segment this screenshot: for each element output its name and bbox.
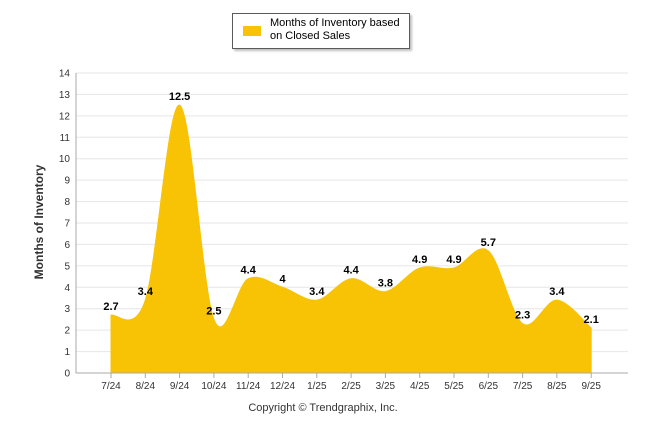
x-tick-label: 5/25 bbox=[444, 381, 464, 392]
y-tick-label: 1 bbox=[64, 347, 70, 358]
x-tick-label: 6/25 bbox=[479, 381, 499, 392]
x-tick-label: 3/25 bbox=[376, 381, 396, 392]
data-label: 4.4 bbox=[241, 265, 257, 277]
x-tick-label: 8/25 bbox=[547, 381, 567, 392]
y-tick-label: 11 bbox=[60, 133, 71, 144]
x-tick-label: 9/25 bbox=[581, 381, 601, 392]
area-fill bbox=[110, 104, 592, 374]
data-label: 4 bbox=[279, 273, 286, 285]
data-label: 2.1 bbox=[584, 314, 599, 326]
area-series bbox=[110, 104, 592, 374]
legend: Months of Inventory based on Closed Sale… bbox=[232, 13, 410, 49]
y-tick-label: 7 bbox=[64, 219, 70, 230]
y-axis-title: Months of Inventory bbox=[32, 164, 46, 279]
x-tick-label: 7/25 bbox=[513, 381, 533, 392]
data-label: 3.8 bbox=[378, 278, 393, 290]
y-tick-label: 14 bbox=[59, 69, 71, 80]
data-label: 3.4 bbox=[309, 286, 325, 298]
data-label: 12.5 bbox=[169, 91, 190, 103]
x-tick-label: 10/24 bbox=[201, 381, 226, 392]
y-tick-label: 5 bbox=[64, 261, 70, 272]
y-tick-label: 6 bbox=[64, 240, 70, 251]
legend-swatch bbox=[243, 26, 261, 36]
x-tick-label: 12/24 bbox=[270, 381, 295, 392]
y-tick-label: 13 bbox=[59, 90, 71, 101]
data-label: 2.5 bbox=[206, 305, 221, 317]
data-label: 4.9 bbox=[412, 254, 427, 266]
data-label: 3.4 bbox=[138, 286, 154, 298]
x-tick-label: 8/24 bbox=[136, 381, 156, 392]
data-label: 4.9 bbox=[446, 254, 461, 266]
y-tick-label: 3 bbox=[64, 304, 70, 315]
data-label: 2.7 bbox=[103, 301, 118, 313]
data-label: 5.7 bbox=[481, 237, 496, 249]
legend-label: Months of Inventory based on Closed Sale… bbox=[270, 17, 400, 42]
x-tick-label: 11/24 bbox=[236, 381, 261, 392]
x-tick-label: 4/25 bbox=[410, 381, 430, 392]
data-label: 4.4 bbox=[343, 265, 359, 277]
x-tick-label: 9/24 bbox=[170, 381, 190, 392]
y-tick-label: 8 bbox=[64, 197, 70, 208]
x-tick-label: 7/24 bbox=[101, 381, 121, 392]
x-tick-label: 1/25 bbox=[307, 381, 327, 392]
y-tick-label: 0 bbox=[64, 369, 70, 380]
copyright-text: Copyright © Trendgraphix, Inc. bbox=[248, 402, 398, 414]
data-labels: 2.7 3.4 12.5 2.5 4.4 4 3.4 4.4 3.8 4.9 4.9 5.7 2.3 3.… bbox=[103, 91, 598, 326]
y-tick-label: 10 bbox=[59, 154, 71, 165]
y-tick-label: 9 bbox=[64, 176, 70, 187]
y-tick-label: 4 bbox=[64, 283, 70, 294]
data-label: 3.4 bbox=[549, 286, 565, 298]
y-tick-label: 12 bbox=[59, 111, 71, 122]
data-label: 2.3 bbox=[515, 310, 530, 322]
y-tick-label: 2 bbox=[64, 326, 70, 337]
x-tick-label: 2/25 bbox=[341, 381, 361, 392]
